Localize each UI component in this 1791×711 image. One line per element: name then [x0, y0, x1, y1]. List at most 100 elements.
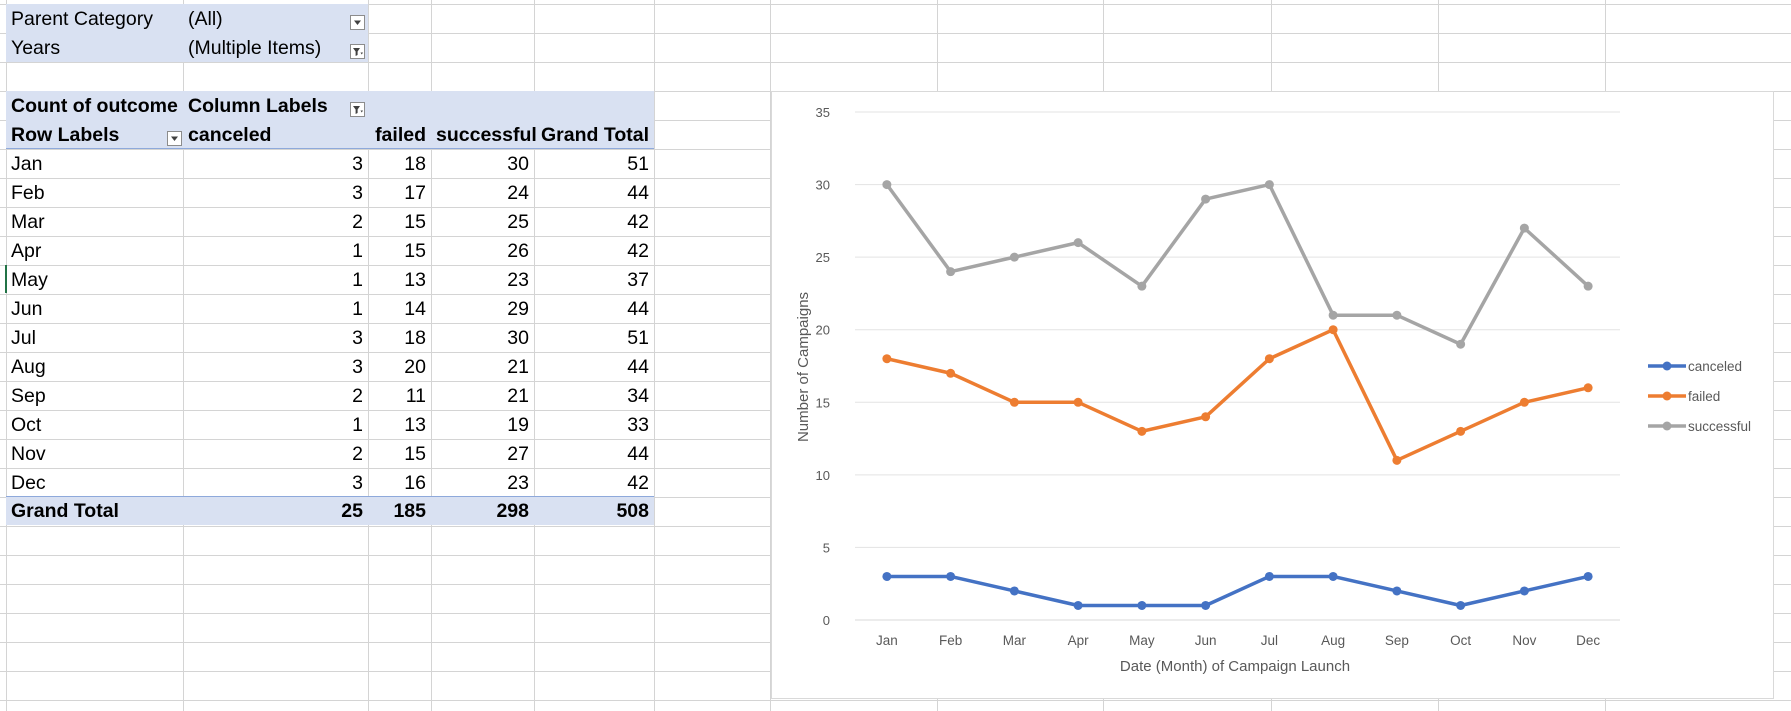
- data-point-successful[interactable]: [1137, 281, 1147, 291]
- data-point-failed[interactable]: [1137, 426, 1147, 436]
- data-point-successful[interactable]: [1392, 310, 1402, 320]
- cell-failed[interactable]: 20: [404, 356, 426, 378]
- data-point-canceled[interactable]: [946, 571, 956, 581]
- cell-successful[interactable]: 23: [507, 472, 529, 494]
- cell-successful[interactable]: 30: [507, 153, 529, 175]
- data-point-canceled[interactable]: [1456, 600, 1466, 610]
- cell-failed[interactable]: 11: [405, 385, 426, 407]
- data-point-successful[interactable]: [1519, 223, 1529, 233]
- cell-canceled[interactable]: 1: [352, 414, 363, 436]
- data-point-canceled[interactable]: [1583, 571, 1593, 581]
- cell-total[interactable]: 42: [627, 472, 649, 494]
- cell-canceled[interactable]: 1: [352, 298, 363, 320]
- cell-successful[interactable]: 30: [507, 327, 529, 349]
- series-line-successful[interactable]: [885, 182, 1590, 346]
- data-point-successful[interactable]: [1201, 194, 1211, 204]
- data-point-successful[interactable]: [1073, 238, 1083, 248]
- data-point-failed[interactable]: [1392, 455, 1402, 465]
- data-point-failed[interactable]: [1519, 397, 1529, 407]
- cell-successful[interactable]: 24: [507, 182, 529, 204]
- cell-total[interactable]: 44: [627, 443, 649, 465]
- data-point-failed[interactable]: [1328, 325, 1338, 335]
- cell-total[interactable]: 33: [627, 414, 649, 436]
- data-point-successful[interactable]: [1009, 252, 1019, 262]
- cell-total[interactable]: 34: [627, 385, 649, 407]
- data-point-failed[interactable]: [882, 354, 892, 364]
- data-point-canceled[interactable]: [1264, 571, 1274, 581]
- data-point-successful[interactable]: [1456, 339, 1466, 349]
- dropdown-arrow-icon[interactable]: [350, 15, 365, 30]
- cell-successful[interactable]: 21: [507, 356, 529, 378]
- data-point-canceled[interactable]: [882, 571, 892, 581]
- cell-canceled[interactable]: 3: [352, 356, 363, 378]
- data-point-canceled[interactable]: [1137, 600, 1147, 610]
- cell-failed[interactable]: 18: [404, 327, 426, 349]
- row-label[interactable]: Nov: [11, 443, 46, 465]
- filter-funnel-icon[interactable]: [350, 44, 365, 59]
- cell-failed[interactable]: 14: [404, 298, 426, 320]
- cell-canceled[interactable]: 2: [352, 385, 363, 407]
- data-point-canceled[interactable]: [1392, 586, 1402, 596]
- row-label[interactable]: Jan: [11, 153, 43, 175]
- row-label[interactable]: Jun: [11, 298, 43, 320]
- filter-value-parent-category[interactable]: (All): [188, 8, 223, 30]
- data-point-failed[interactable]: [1009, 397, 1019, 407]
- cell-canceled[interactable]: 2: [352, 211, 363, 233]
- row-label[interactable]: Jul: [11, 327, 36, 349]
- cell-canceled[interactable]: 3: [352, 153, 363, 175]
- cell-canceled[interactable]: 2: [352, 443, 363, 465]
- row-label[interactable]: Sep: [11, 385, 46, 407]
- row-label[interactable]: Aug: [11, 356, 46, 378]
- cell-total[interactable]: 42: [627, 211, 649, 233]
- data-point-failed[interactable]: [946, 368, 956, 378]
- row-label[interactable]: Apr: [11, 240, 42, 262]
- cell-canceled[interactable]: 1: [352, 240, 363, 262]
- row-label[interactable]: Dec: [11, 472, 46, 494]
- row-label[interactable]: May: [11, 269, 48, 291]
- cell-canceled[interactable]: 3: [352, 182, 363, 204]
- cell-failed[interactable]: 18: [404, 153, 426, 175]
- cell-canceled[interactable]: 3: [352, 472, 363, 494]
- cell-total[interactable]: 51: [627, 153, 649, 175]
- row-label[interactable]: Oct: [11, 414, 42, 436]
- cell-failed[interactable]: 13: [404, 269, 426, 291]
- data-point-failed[interactable]: [1073, 397, 1083, 407]
- series-line-failed[interactable]: [885, 327, 1590, 463]
- cell-successful[interactable]: 23: [507, 269, 529, 291]
- row-labels-dropdown-icon[interactable]: [167, 131, 182, 146]
- cell-failed[interactable]: 15: [404, 240, 426, 262]
- row-label[interactable]: Mar: [11, 211, 45, 233]
- column-filter-funnel-icon[interactable]: [350, 102, 365, 117]
- data-point-failed[interactable]: [1264, 354, 1274, 364]
- cell-total[interactable]: 51: [627, 327, 649, 349]
- data-point-successful[interactable]: [946, 267, 956, 277]
- data-point-successful[interactable]: [882, 180, 892, 190]
- cell-failed[interactable]: 15: [404, 211, 426, 233]
- cell-total[interactable]: 44: [627, 182, 649, 204]
- cell-successful[interactable]: 26: [507, 240, 529, 262]
- data-point-failed[interactable]: [1201, 412, 1211, 422]
- cell-total[interactable]: 44: [627, 298, 649, 320]
- cell-successful[interactable]: 21: [507, 385, 529, 407]
- data-point-successful[interactable]: [1583, 281, 1593, 291]
- cell-successful[interactable]: 19: [507, 414, 529, 436]
- cell-successful[interactable]: 25: [507, 211, 529, 233]
- cell-canceled[interactable]: 1: [352, 269, 363, 291]
- cell-failed[interactable]: 13: [404, 414, 426, 436]
- cell-failed[interactable]: 17: [404, 182, 426, 204]
- data-point-canceled[interactable]: [1073, 600, 1083, 610]
- data-point-failed[interactable]: [1456, 426, 1466, 436]
- data-point-successful[interactable]: [1264, 180, 1274, 190]
- cell-successful[interactable]: 29: [507, 298, 529, 320]
- data-point-canceled[interactable]: [1519, 586, 1529, 596]
- line-chart[interactable]: 0 5 10 15 20 25 30 35 Jan Feb Mar Apr May Jun Jul Aug Se…: [771, 91, 1774, 699]
- cell-total[interactable]: 37: [627, 269, 649, 291]
- data-point-failed[interactable]: [1583, 383, 1593, 393]
- cell-failed[interactable]: 16: [404, 472, 426, 494]
- data-point-successful[interactable]: [1328, 310, 1338, 320]
- cell-canceled[interactable]: 3: [352, 327, 363, 349]
- data-point-canceled[interactable]: [1328, 571, 1338, 581]
- filter-value-years[interactable]: (Multiple Items): [188, 37, 322, 59]
- cell-total[interactable]: 42: [627, 240, 649, 262]
- row-label[interactable]: Feb: [11, 182, 45, 204]
